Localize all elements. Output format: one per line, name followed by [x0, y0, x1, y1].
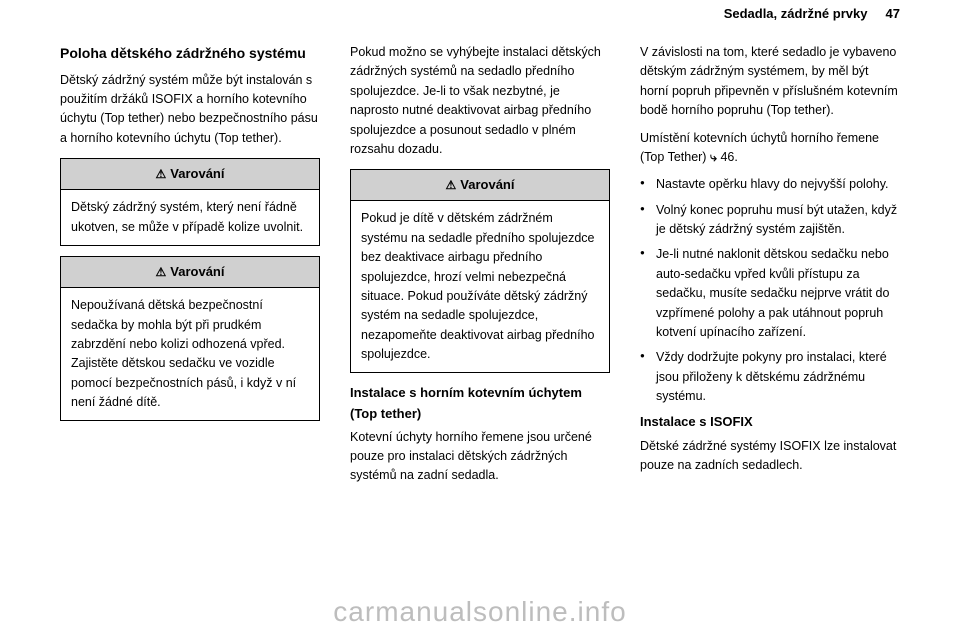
paragraph: V závislosti na tom, které sedadlo je vy… [640, 43, 900, 121]
page-header: Sedadla, zádržné prvky 47 [0, 0, 960, 23]
watermark: carmanualsonline.info [0, 596, 960, 628]
section-heading: Poloha dětského zádržného systému [60, 43, 320, 65]
warning-body: Nepoužívaná dětská bezpečnostní sedačka … [61, 288, 319, 412]
warning-box-1: ⚠Varování Dětský zádržný systém, který n… [60, 158, 320, 246]
paragraph: Dětský zádržný systém může být instalová… [60, 71, 320, 149]
xref-label: Umístění kotevních úchytů horního řemene… [640, 131, 879, 164]
column-1: Poloha dětského zádržného systému Dětský… [60, 43, 320, 494]
paragraph: Kotevní úchyty horního řemene jsou určen… [350, 428, 610, 486]
warning-icon: ⚠ [156, 165, 167, 184]
column-3: V závislosti na tom, které sedadlo je vy… [640, 43, 900, 494]
warning-body: Pokud je dítě v dětském zádržném systému… [351, 201, 609, 364]
page-content: Poloha dětského zádržného systému Dětský… [0, 23, 960, 514]
warning-body: Dětský zádržný systém, který není řádně … [61, 190, 319, 237]
warning-label: Varování [170, 264, 224, 279]
xref-arrow-icon: ⤷ [710, 150, 720, 164]
warning-box-3: ⚠Varování Pokud je dítě v dětském zádržn… [350, 169, 610, 373]
page-number: 47 [886, 6, 900, 21]
warning-box-2: ⚠Varování Nepoužívaná dětská bezpečnostn… [60, 256, 320, 421]
bullet-list: Nastavte opěrku hlavy do nejvyšší polohy… [640, 175, 900, 406]
warning-icon: ⚠ [156, 263, 167, 282]
list-item: Volný konec popruhu musí být utažen, kdy… [640, 201, 900, 240]
xref-page: 46 [720, 150, 734, 164]
header-title: Sedadla, zádržné prvky [724, 6, 868, 21]
warning-header: ⚠Varování [61, 257, 319, 288]
list-item: Vždy dodržujte pokyny pro instalaci, kte… [640, 348, 900, 406]
paragraph: Dětské zádržné systémy ISOFIX lze instal… [640, 437, 900, 476]
warning-header: ⚠Varování [61, 159, 319, 190]
sub-heading: Instalace s ISOFIX [640, 412, 900, 432]
sub-heading: Instalace s horním kotevním úchytem (Top… [350, 383, 610, 423]
list-item: Je-li nutné naklonit dětskou sedačku neb… [640, 245, 900, 342]
list-item: Nastavte opěrku hlavy do nejvyšší polohy… [640, 175, 900, 194]
column-2: Pokud možno se vyhýbejte instalaci dětsk… [350, 43, 610, 494]
warning-header: ⚠Varování [351, 170, 609, 201]
paragraph: Pokud možno se vyhýbejte instalaci dětsk… [350, 43, 610, 159]
cross-reference: Umístění kotevních úchytů horního řemene… [640, 129, 900, 168]
warning-label: Varování [460, 177, 514, 192]
warning-label: Varování [170, 166, 224, 181]
warning-icon: ⚠ [446, 176, 457, 195]
